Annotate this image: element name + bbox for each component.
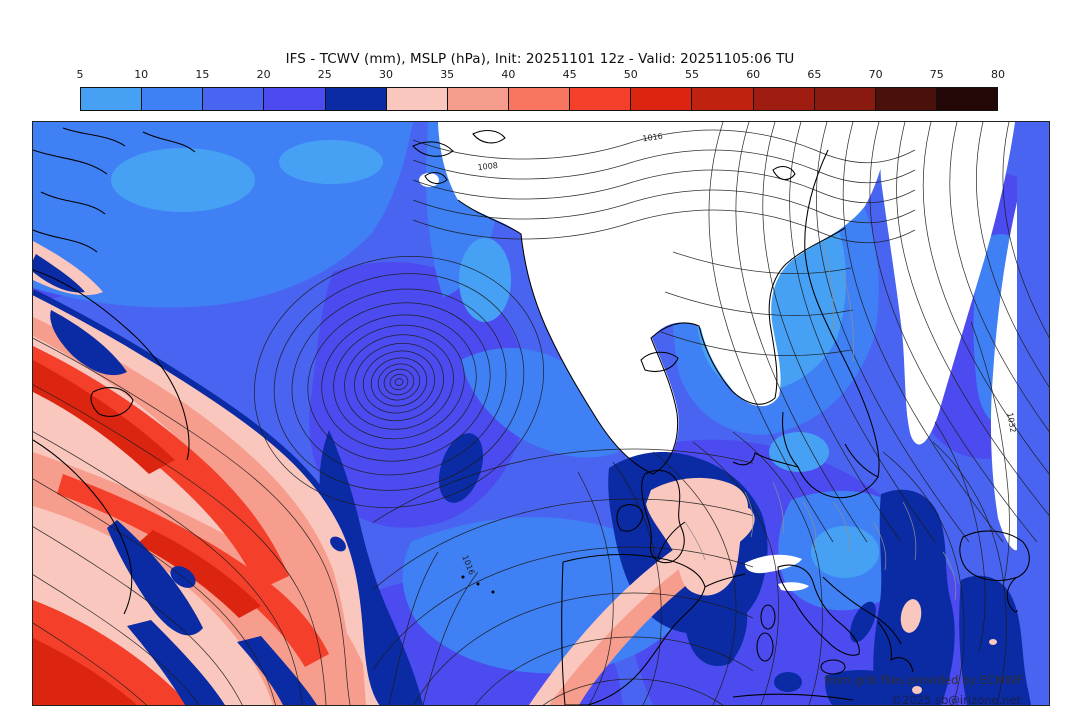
credit-copyright: ©2025 sb@irizone.net bbox=[891, 693, 1022, 705]
colorbar-tick: 5 bbox=[76, 68, 84, 81]
colorbar-cell bbox=[570, 88, 632, 110]
colorbar-cell bbox=[203, 88, 265, 110]
colorbar-tick: 45 bbox=[562, 68, 577, 81]
pressure-label: 1008 bbox=[477, 161, 498, 172]
colorbar-tick: 15 bbox=[195, 68, 210, 81]
colorbar-tick: 20 bbox=[256, 68, 271, 81]
colorbar-tick: 10 bbox=[134, 68, 149, 81]
colorbar-cell bbox=[386, 88, 448, 110]
colorbar-cell bbox=[508, 88, 571, 110]
colorbar-tick: 60 bbox=[746, 68, 761, 81]
coastlines-layer bbox=[33, 127, 1030, 705]
colorbar-cell bbox=[264, 88, 326, 110]
tcwv-shading-layer bbox=[33, 122, 1049, 705]
colorbar-cell bbox=[447, 88, 509, 110]
colorbar-cell bbox=[631, 88, 693, 110]
colorbar-tick: 25 bbox=[317, 68, 332, 81]
colorbar-tick: 50 bbox=[623, 68, 638, 81]
colorbar-cell bbox=[936, 88, 998, 110]
colorbar-cell bbox=[753, 88, 815, 110]
weather-map: 1016 1008 1016 1032 from grib files prov… bbox=[32, 121, 1050, 706]
mslp-contours-layer bbox=[33, 122, 1049, 705]
colorbar-tick: 30 bbox=[378, 68, 393, 81]
cyclone-spiral bbox=[253, 256, 545, 508]
colorbar-tick: 75 bbox=[929, 68, 944, 81]
colorbar-tick: 40 bbox=[501, 68, 516, 81]
colorbar-tick: 55 bbox=[685, 68, 699, 81]
country-borders-layer bbox=[684, 241, 957, 601]
colorbar-tick: 35 bbox=[440, 68, 455, 81]
colorbar-tick: 65 bbox=[807, 68, 822, 81]
colorbar-cell bbox=[325, 88, 387, 110]
colorbar-cell bbox=[142, 88, 204, 110]
pressure-label: 1016 bbox=[642, 132, 663, 144]
chart-title: IFS - TCWV (mm), MSLP (hPa), Init: 20251… bbox=[285, 51, 795, 67]
colorbar-tick: 70 bbox=[868, 68, 883, 81]
map-canvas: 1016 1008 1016 1032 from grib files prov… bbox=[33, 122, 1049, 705]
colorbar-tick: 80 bbox=[991, 68, 1005, 81]
colorbar-ticks: 5 10 15 20 25 30 35 40 45 50 55 60 65 70… bbox=[76, 68, 1006, 83]
colorbar-cell bbox=[814, 88, 876, 110]
colorbar-cell bbox=[692, 88, 754, 110]
colorbar-cell bbox=[875, 88, 937, 110]
colorbar-cell bbox=[81, 88, 143, 110]
credit-source: from grib files provided by ECMWF bbox=[824, 673, 1023, 687]
colorbar bbox=[80, 87, 998, 111]
pressure-label: 1032 bbox=[1005, 412, 1017, 434]
map-credits: from grib files provided by ECMWF ©2025 … bbox=[824, 673, 1023, 705]
ne-pressure-fan bbox=[708, 122, 1049, 543]
